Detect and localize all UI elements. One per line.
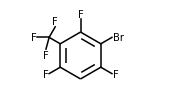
Text: F: F xyxy=(31,33,36,43)
Text: F: F xyxy=(113,69,118,79)
Text: F: F xyxy=(52,17,58,27)
Text: F: F xyxy=(78,10,83,19)
Text: F: F xyxy=(43,50,49,60)
Text: Br: Br xyxy=(113,33,124,43)
Text: F: F xyxy=(43,69,49,79)
